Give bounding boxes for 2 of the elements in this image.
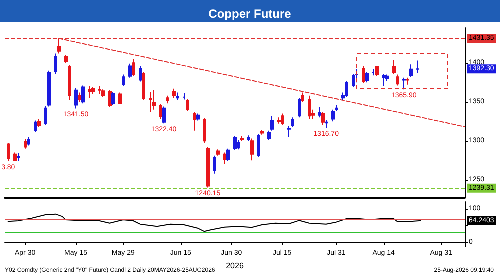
chart-title: Copper Future <box>208 7 292 21</box>
x-axis-title: 2026 <box>226 262 244 270</box>
